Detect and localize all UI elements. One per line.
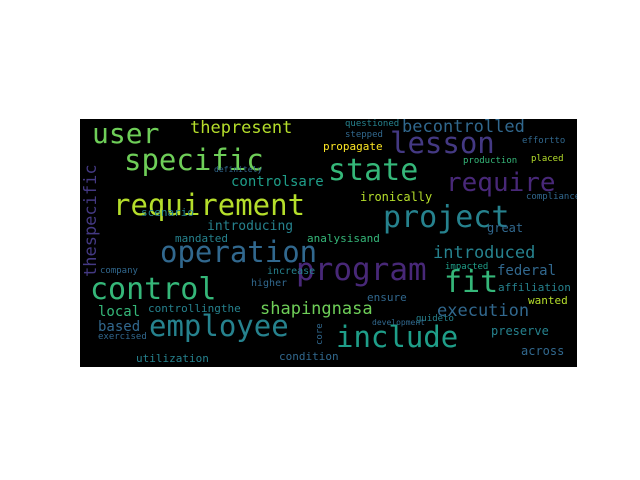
word: mandated	[175, 232, 228, 245]
word-cloud: operation program requirement employee s…	[80, 119, 577, 367]
word: fit	[444, 265, 499, 300]
word: program	[296, 252, 427, 288]
word: placed	[531, 154, 564, 164]
word: specific	[124, 143, 264, 177]
word-vertical: thespecific	[81, 164, 101, 277]
word: project	[383, 200, 510, 235]
word: utilization	[136, 352, 209, 365]
word: require	[446, 168, 556, 198]
word: effortto	[522, 136, 566, 146]
word: controllingthe	[148, 302, 241, 315]
word: production	[463, 156, 518, 166]
word: development	[372, 318, 425, 327]
word: requirement	[113, 188, 306, 222]
word: scenario	[141, 206, 194, 219]
word: propagate	[323, 140, 383, 153]
word: lesson	[390, 126, 495, 160]
word: analysisand	[307, 232, 380, 245]
word: great	[487, 221, 524, 235]
word: company	[100, 266, 138, 276]
word: ironically	[360, 190, 433, 204]
word: questioned	[345, 119, 400, 129]
word: preserve	[491, 324, 549, 338]
word: compliance	[526, 192, 577, 202]
word: across	[521, 344, 565, 358]
word: exercised	[98, 332, 147, 342]
word: ensure	[367, 291, 407, 304]
word: include	[336, 320, 459, 354]
word: increase	[267, 266, 316, 277]
word: thepresent	[190, 119, 293, 138]
word: execution	[437, 301, 530, 321]
word: becontrolled	[402, 119, 525, 137]
word: stepped	[345, 130, 383, 140]
word: operation	[160, 235, 318, 269]
word: employee	[149, 309, 289, 343]
word: state	[328, 153, 419, 188]
word: shapingnasa	[260, 299, 373, 319]
word: local	[98, 304, 141, 320]
word: condition	[279, 350, 339, 363]
word: based	[98, 319, 141, 335]
word: impacted	[445, 262, 489, 272]
word: introducing	[207, 219, 294, 234]
word: definitely	[214, 165, 263, 174]
word: controlsare	[231, 174, 324, 190]
word: federal	[497, 263, 557, 279]
word: affiliation	[498, 281, 571, 294]
word: guideto	[416, 314, 454, 324]
word: introduced	[433, 243, 536, 263]
word-vertical: core	[315, 323, 325, 345]
word: user	[92, 119, 160, 150]
word: wanted	[528, 294, 568, 307]
word: control	[90, 272, 217, 307]
word: higher	[251, 278, 288, 289]
